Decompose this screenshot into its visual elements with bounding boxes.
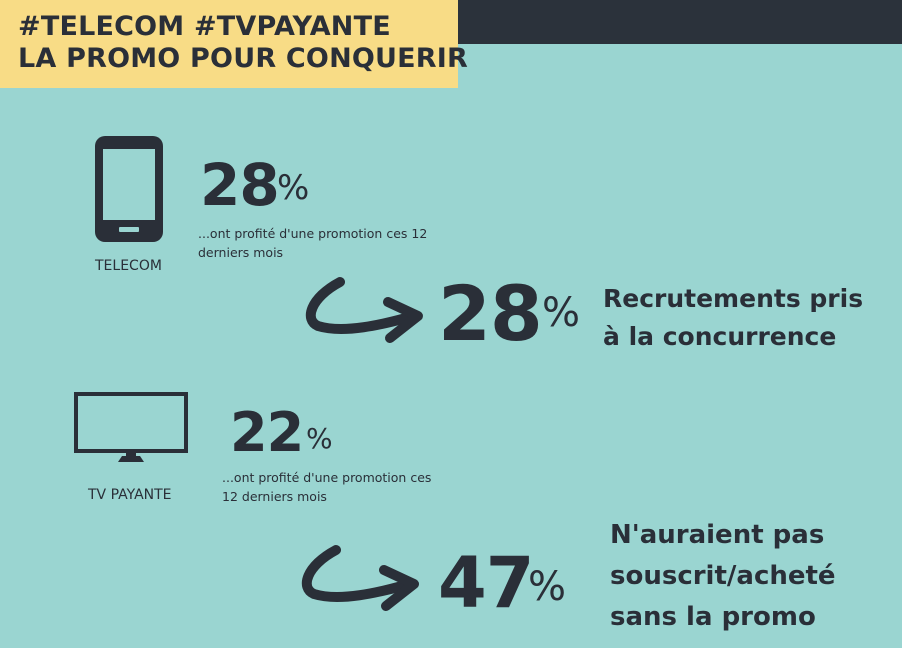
tv-label: TV PAYANTE [88,487,172,503]
telecom-label: TELECOM [95,258,162,274]
title-box: #TELECOM #TVPAYANTE LA PROMO POUR CONQUE… [0,0,468,88]
curved-arrow-icon [305,277,423,343]
title-line-1: #TELECOM #TVPAYANTE [18,11,391,42]
tv-result-value: 47 [438,542,534,624]
tv-result-text: N'auraient pas souscrit/acheté sans la p… [610,520,836,632]
smartphone-icon [95,136,163,242]
telecom-result-text: Recrutements pris à la concurrence [603,284,864,351]
telecom-result-value: 28 [438,269,543,358]
telecom-percent: % [277,168,310,208]
tv-percent: % [306,422,333,455]
tv-value: 22 [230,401,304,464]
television-icon [74,392,188,462]
telecom-value: 28 [200,151,280,219]
tv-result-percent: % [528,564,567,610]
telecom-result-percent: % [542,290,581,336]
tv-description: ...ont profité d'une promotion ces 12 de… [222,470,432,504]
curved-arrow-icon [301,545,419,611]
title-line-2: LA PROMO POUR CONQUERIR [18,43,469,74]
telecom-description: ...ont profité d'une promotion ces 12 de… [198,226,428,260]
